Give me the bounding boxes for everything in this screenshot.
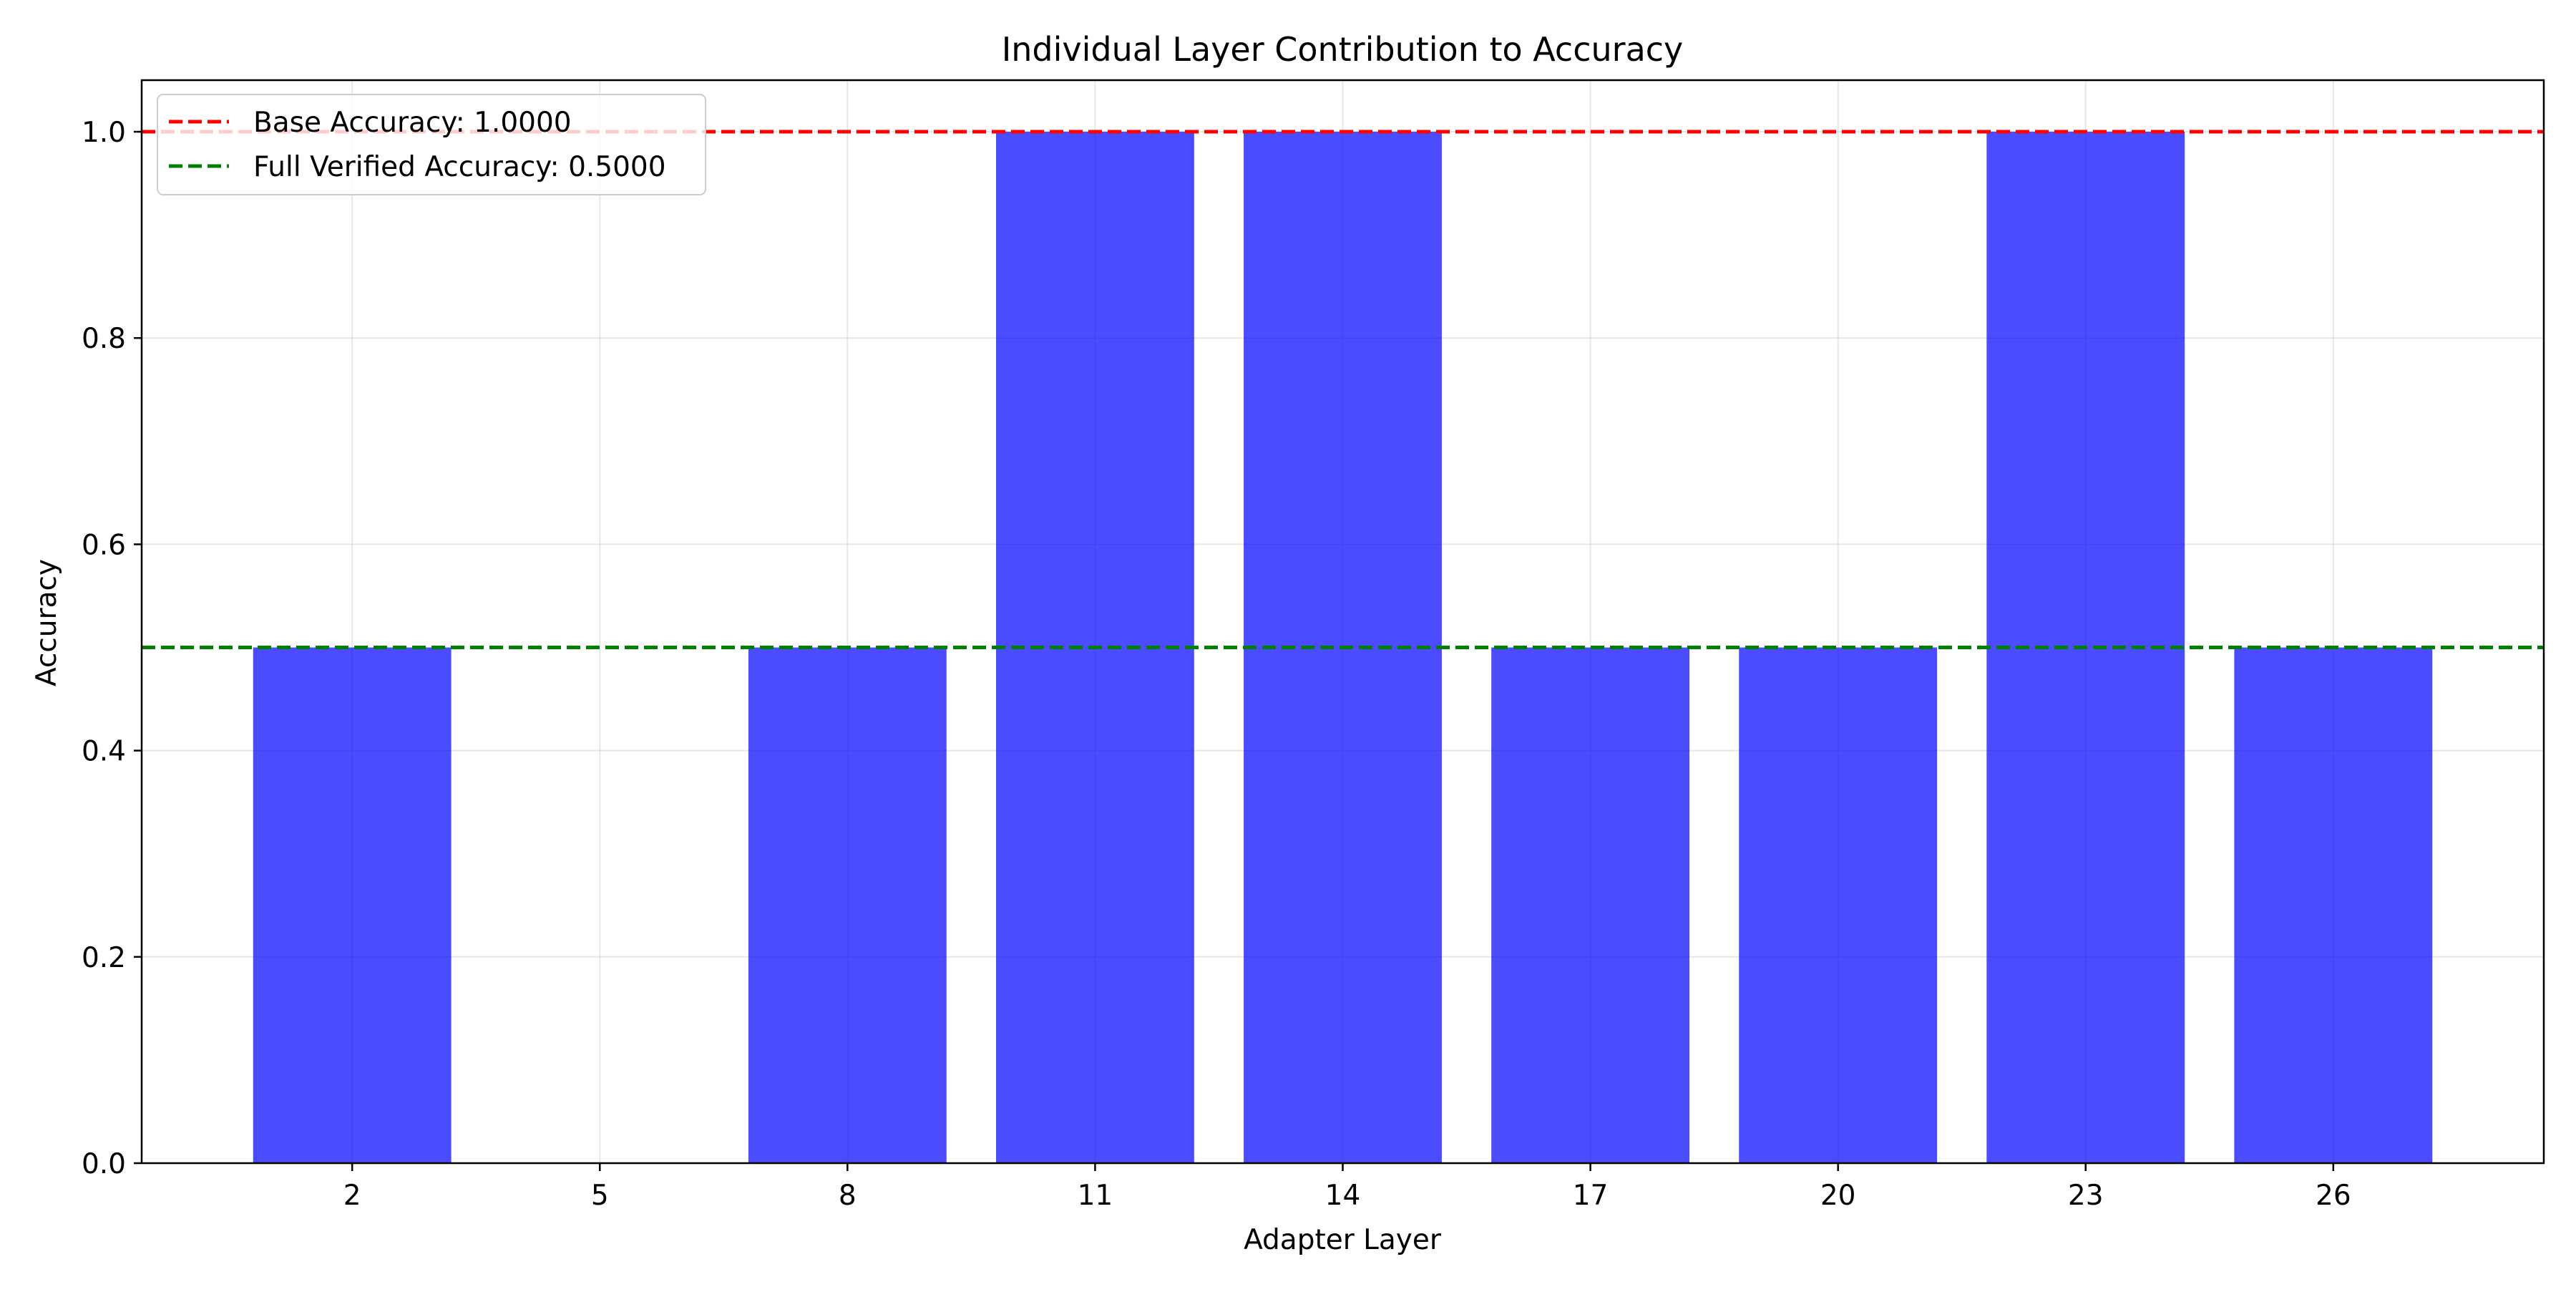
y-tick-label-5: 1.0 (82, 117, 126, 149)
bar-20 (1739, 647, 1938, 1163)
bar-2 (253, 647, 452, 1163)
legend-label-1: Full Verified Accuracy: 0.5000 (253, 151, 666, 183)
y-tick-label-3: 0.6 (82, 529, 126, 561)
y-tick-label-2: 0.4 (82, 736, 126, 768)
legend-box (157, 94, 706, 195)
x-tick-label-0: 2 (343, 1180, 361, 1212)
axes: 0.0 0.2 0.4 0.6 0.8 1.0 2 5 8 11 14 17 20 23 26 (82, 79, 2545, 1212)
x-tick-label-3: 11 (1078, 1180, 1113, 1212)
x-tick-label-5: 17 (1573, 1180, 1609, 1212)
legend-label-0: Base Accuracy: 1.0000 (253, 107, 572, 139)
x-tick-label-1: 5 (591, 1180, 609, 1212)
legend: Base Accuracy: 1.0000 Full Verified Accur… (157, 94, 706, 195)
x-axis-label: Adapter Layer (1244, 1224, 1442, 1256)
x-tick-label-4: 14 (1325, 1180, 1361, 1212)
x-tick-label-6: 20 (1820, 1180, 1856, 1212)
x-tick-label-8: 26 (2316, 1180, 2351, 1212)
x-tick-label-2: 8 (839, 1180, 857, 1212)
reference-lines (142, 130, 2544, 650)
bar-8 (748, 647, 947, 1163)
y-tick-label-4: 0.8 (82, 323, 126, 355)
bar-26 (2234, 647, 2433, 1163)
y-tick-label-1: 0.2 (82, 942, 126, 974)
x-tick-label-7: 23 (2068, 1180, 2104, 1212)
chart-title: Individual Layer Contribution to Accurac… (1002, 30, 1684, 69)
y-axis-label: Accuracy (31, 559, 63, 686)
bar-17 (1491, 647, 1690, 1163)
bars (253, 132, 2433, 1164)
y-tick-label-0: 0.0 (82, 1148, 126, 1180)
